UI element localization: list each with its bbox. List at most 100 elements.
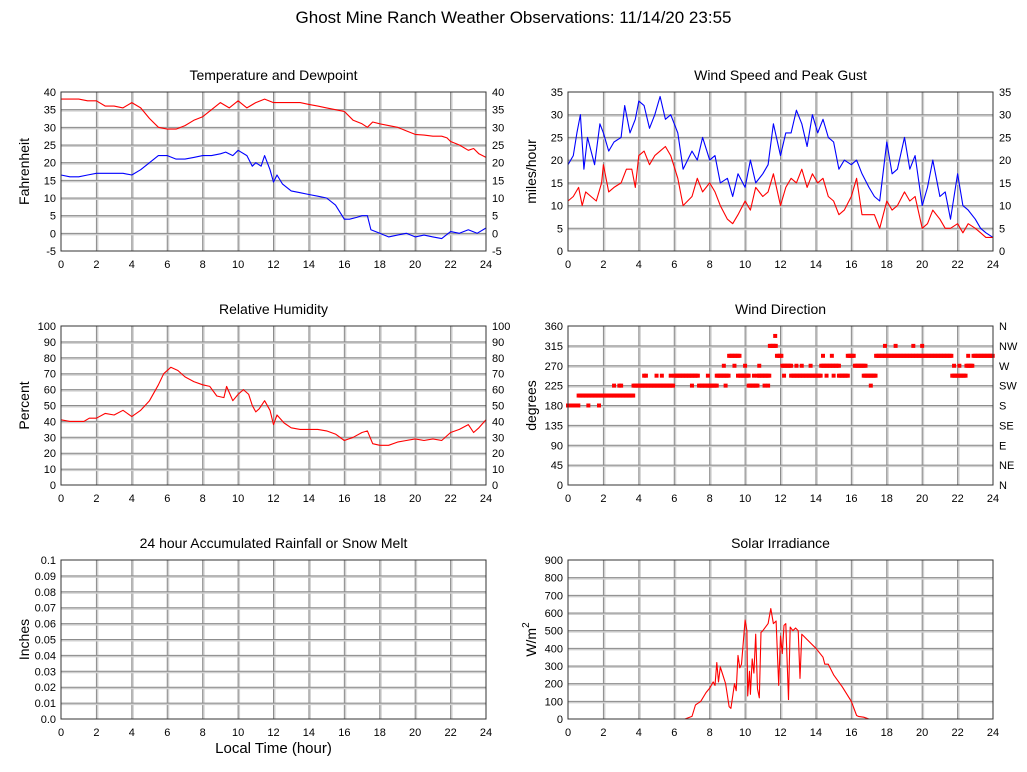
data-point bbox=[882, 343, 887, 348]
x-tick-label: 24 bbox=[987, 493, 999, 505]
data-point bbox=[779, 353, 784, 358]
x-tick-label: 4 bbox=[636, 259, 642, 271]
y-tick-label-right: 100 bbox=[492, 321, 510, 333]
y-axis-label: miles/hour bbox=[523, 139, 539, 204]
chart-title: Wind Direction bbox=[735, 301, 826, 317]
series-line-solar-irradiance bbox=[568, 608, 993, 720]
y-tick-label-right: 5 bbox=[999, 223, 1005, 235]
x-tick-label: 2 bbox=[600, 727, 606, 739]
data-point bbox=[767, 373, 772, 378]
x-tick-label: 10 bbox=[739, 493, 751, 505]
data-point bbox=[736, 373, 740, 378]
x-tick-label: 14 bbox=[303, 259, 315, 271]
y-tick-label: 0.03 bbox=[35, 666, 56, 678]
x-tick-label: 12 bbox=[774, 259, 786, 271]
x-tick-label: 24 bbox=[480, 259, 492, 271]
y-tick-label-right: 35 bbox=[492, 105, 504, 117]
x-tick-label: 22 bbox=[444, 493, 456, 505]
x-tick-label: 4 bbox=[636, 493, 642, 505]
x-tick-label: 4 bbox=[129, 259, 135, 271]
y-tick-label: 30 bbox=[44, 432, 56, 444]
series-line-wind-speed bbox=[567, 145, 993, 238]
y-tick-label: 45 bbox=[551, 460, 563, 472]
x-tick-label: 4 bbox=[129, 727, 135, 739]
chart-title: Relative Humidity bbox=[219, 301, 328, 317]
x-tick-label: 12 bbox=[774, 727, 786, 739]
y-tick-label-right: 20 bbox=[492, 448, 504, 460]
x-tick-label: 18 bbox=[881, 493, 893, 505]
x-tick-label: 14 bbox=[303, 727, 315, 739]
y-tick-label-right: 50 bbox=[492, 401, 504, 413]
y-tick-label: 180 bbox=[545, 401, 563, 413]
data-point bbox=[659, 373, 664, 378]
x-tick-label: 14 bbox=[810, 493, 822, 505]
y-tick-label: 900 bbox=[545, 555, 563, 567]
y-tick-label: 35 bbox=[551, 87, 563, 99]
y-tick-label: 20 bbox=[551, 155, 563, 167]
y-tick-label: 10 bbox=[551, 201, 563, 213]
x-tick-label: 10 bbox=[232, 727, 244, 739]
y-tick-label-right: 0 bbox=[492, 228, 498, 240]
x-tick-label: 0 bbox=[565, 727, 571, 739]
x-tick-label: 20 bbox=[916, 493, 928, 505]
data-point bbox=[671, 383, 676, 388]
data-point bbox=[714, 383, 719, 388]
data-point bbox=[596, 403, 601, 408]
plot-frame bbox=[567, 559, 994, 720]
data-point bbox=[773, 343, 778, 348]
data-point bbox=[751, 373, 756, 378]
x-tick-label: 10 bbox=[739, 727, 751, 739]
data-point bbox=[726, 373, 731, 378]
data-point bbox=[970, 363, 975, 368]
x-tick-label: 14 bbox=[810, 259, 822, 271]
y-tick-label: 700 bbox=[545, 590, 563, 602]
x-tick-label: 0 bbox=[565, 259, 571, 271]
y-tick-label: 0.05 bbox=[35, 635, 56, 647]
y-tick-label: 100 bbox=[545, 696, 563, 708]
y-tick-label-right: 5 bbox=[492, 211, 498, 223]
y-tick-label: 800 bbox=[545, 573, 563, 585]
chart-rain: 24 hour Accumulated Rainfall or Snow Mel… bbox=[16, 535, 492, 757]
x-tick-label: 18 bbox=[881, 259, 893, 271]
data-point bbox=[612, 383, 617, 388]
y-tick-label: 40 bbox=[44, 87, 56, 99]
x-tick-label: 2 bbox=[93, 259, 99, 271]
y-tick-label: 0.01 bbox=[35, 698, 56, 710]
x-tick-label: 24 bbox=[480, 727, 492, 739]
data-point bbox=[668, 373, 673, 378]
x-tick-label: 0 bbox=[58, 493, 64, 505]
plot-frame bbox=[60, 91, 487, 252]
x-tick-label: 4 bbox=[129, 493, 135, 505]
series-line-dewpoint bbox=[60, 149, 487, 240]
data-point bbox=[818, 373, 823, 378]
y-tick-label: 0 bbox=[50, 228, 56, 240]
data-point bbox=[794, 363, 799, 368]
x-tick-label: 12 bbox=[267, 493, 279, 505]
y-tick-label: 600 bbox=[545, 608, 563, 620]
y-tick-label: 5 bbox=[50, 211, 56, 223]
data-point bbox=[782, 373, 787, 378]
x-tick-label: 20 bbox=[916, 727, 928, 739]
y-tick-label: -5 bbox=[46, 246, 56, 258]
data-point bbox=[766, 383, 771, 388]
data-point bbox=[808, 363, 813, 368]
y-tick-label: 15 bbox=[551, 178, 563, 190]
y-tick-label: 400 bbox=[545, 643, 563, 655]
y-tick-label-right: 90 bbox=[492, 337, 504, 349]
data-point bbox=[631, 393, 636, 398]
x-tick-label: 4 bbox=[636, 727, 642, 739]
y-tick-label: 0.06 bbox=[35, 619, 56, 631]
y-tick-label-right: 10 bbox=[492, 464, 504, 476]
data-point bbox=[863, 363, 868, 368]
y-tick-label: 315 bbox=[545, 341, 563, 353]
data-point bbox=[643, 373, 648, 378]
x-tick-label: 6 bbox=[164, 727, 170, 739]
plot-frame bbox=[567, 325, 994, 486]
y-tick-label: 300 bbox=[545, 661, 563, 673]
x-tick-label: 18 bbox=[881, 727, 893, 739]
y-tick-label-right: 30 bbox=[492, 432, 504, 444]
x-tick-label: 2 bbox=[600, 259, 606, 271]
y-tick-label-right: S bbox=[999, 401, 1006, 413]
